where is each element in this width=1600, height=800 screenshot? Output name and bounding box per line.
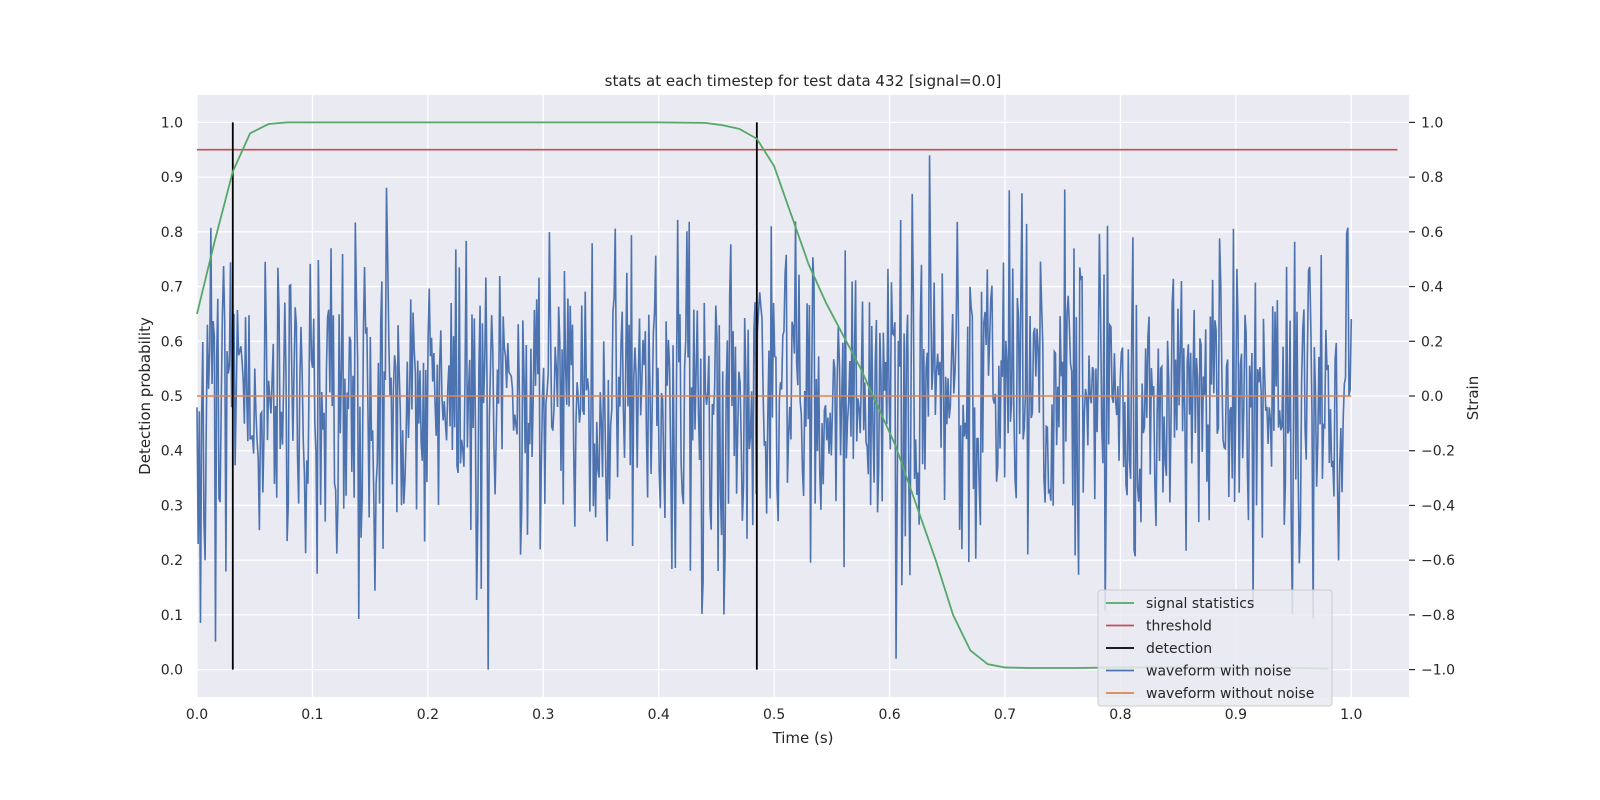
y-axis-title: Detection probability	[136, 317, 154, 475]
y-tick-labels: 0.0 0.1 0.2 0.3 0.4 0.5 0.6 0.7 0.8 0.9 1.0	[161, 115, 183, 678]
y-right-tick-label: 0.4	[1421, 280, 1443, 296]
y-right-tick-label: −0.2	[1421, 444, 1455, 460]
y-tick-label: 0.4	[161, 444, 183, 460]
x-tick-label: 0.3	[532, 707, 554, 723]
y-tick-label: 0.1	[161, 608, 183, 624]
legend-label: waveform with noise	[1146, 664, 1291, 680]
legend: signal statistics threshold detection wavef…	[1097, 589, 1333, 707]
y-tick-label: 0.8	[161, 225, 183, 241]
x-tick-label: 0.4	[648, 707, 670, 723]
y-tick-label: 0.6	[161, 334, 183, 350]
y-right-tick-label: 0.2	[1421, 334, 1443, 350]
legend-label: detection	[1146, 641, 1212, 657]
x-tick-labels: 0.0 0.1 0.2 0.3 0.4 0.5 0.6 0.7 0.8 0.9 1.0	[186, 707, 1363, 723]
y-tick-label: 0.5	[161, 389, 183, 405]
x-tick-label: 0.1	[301, 707, 323, 723]
y-right-tick-label: 0.6	[1421, 225, 1443, 241]
x-tick-label: 0.7	[994, 707, 1016, 723]
legend-box	[1097, 589, 1333, 707]
y-right-tick-labels: −1.0 −0.8 −0.6 −0.4 −0.2 0.0 0.2 0.4 0.6 0.8 1.0	[1409, 115, 1455, 679]
legend-label: waveform without noise	[1146, 686, 1314, 702]
y-right-tick-label: −0.6	[1421, 553, 1455, 569]
x-tick-label: 1.0	[1340, 707, 1362, 723]
legend-label: signal statistics	[1146, 596, 1254, 612]
series-layer	[196, 121, 1398, 670]
x-tick-label: 0.2	[417, 707, 439, 723]
y-right-tick-label: −0.4	[1421, 498, 1455, 514]
y-right-axis-title: Strain	[1464, 376, 1482, 420]
y-right-tick-label: 0.0	[1421, 389, 1443, 405]
y-tick-label: 0.7	[161, 280, 183, 296]
x-tick-label: 0.8	[1109, 707, 1131, 723]
y-tick-label: 0.2	[161, 553, 183, 569]
series-waveform-with-noise	[196, 155, 1353, 670]
y-right-tick-label: 1.0	[1421, 115, 1443, 131]
y-tick-label: 0.0	[161, 663, 183, 679]
series-signal-statistics	[196, 121, 1329, 670]
x-tick-label: 0.9	[1225, 707, 1247, 723]
x-tick-label: 0.6	[878, 707, 900, 723]
legend-label: threshold	[1146, 619, 1212, 635]
x-tick-label: 0.5	[763, 707, 785, 723]
y-right-tick-label: −0.8	[1421, 608, 1455, 624]
y-tick-label: 1.0	[161, 115, 183, 131]
x-tick-label: 0.0	[186, 707, 208, 723]
y-tick-label: 0.9	[161, 170, 183, 186]
y-right-tick-label: 0.8	[1421, 170, 1443, 186]
y-tick-label: 0.3	[161, 498, 183, 514]
x-axis-title: Time (s)	[772, 729, 834, 747]
chart-title: stats at each timestep for test data 432…	[605, 72, 1002, 90]
y-right-tick-label: −1.0	[1421, 663, 1455, 679]
